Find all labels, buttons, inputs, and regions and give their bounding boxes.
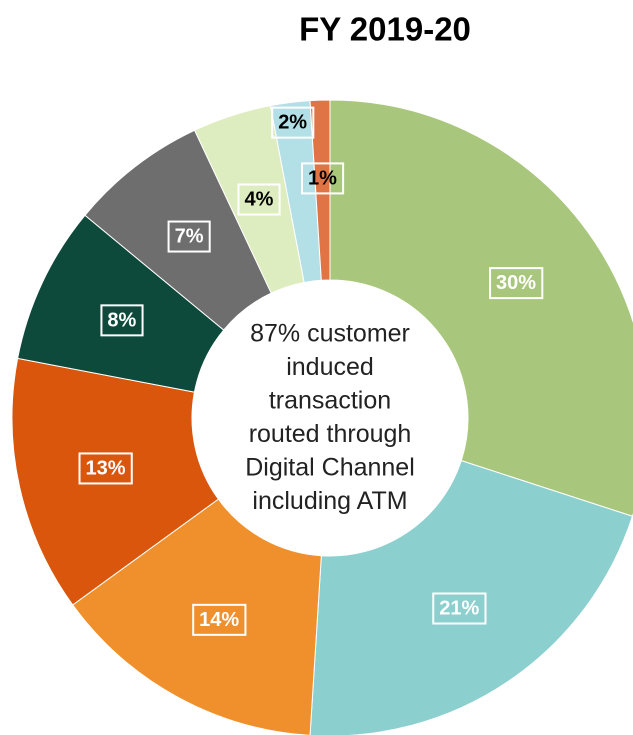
donut-slice xyxy=(309,460,633,735)
chart-title: FY 2019-20 xyxy=(299,11,471,48)
data-label: 1% xyxy=(308,167,337,189)
center-text: 87% customer xyxy=(250,320,410,348)
donut-slice xyxy=(309,99,331,281)
data-label-box xyxy=(167,220,211,253)
data-label: 13% xyxy=(86,457,126,479)
data-label-group: 14% xyxy=(192,603,247,636)
data-label-box xyxy=(192,603,247,636)
donut-slice xyxy=(72,498,322,735)
data-label-group: 13% xyxy=(78,452,133,485)
data-label: 21% xyxy=(439,598,479,620)
data-label: 7% xyxy=(175,226,204,248)
data-label-group: 30% xyxy=(489,267,544,300)
data-label: 14% xyxy=(199,609,239,631)
data-label-box xyxy=(237,183,281,216)
donut-slice xyxy=(329,99,633,517)
data-label-group: 2% xyxy=(271,106,315,139)
data-label-box xyxy=(78,452,133,485)
center-text: routed through xyxy=(249,420,412,448)
data-label-group: 8% xyxy=(100,304,144,337)
center-text: induced xyxy=(286,353,374,381)
center-text: including ATM xyxy=(252,487,407,515)
center-text: Digital Channel xyxy=(245,454,415,482)
data-label-box xyxy=(489,267,544,300)
data-label-group: 7% xyxy=(167,220,211,253)
data-label-group: 1% xyxy=(301,162,345,195)
data-label-box xyxy=(271,106,315,139)
center-text: transaction xyxy=(269,387,391,415)
data-label-group: 4% xyxy=(237,183,281,216)
data-label-box xyxy=(100,304,144,337)
data-label: 4% xyxy=(244,189,273,211)
data-label: 2% xyxy=(278,112,307,134)
data-label: 30% xyxy=(496,272,536,294)
data-label-box xyxy=(301,162,345,195)
data-label-group: 21% xyxy=(432,592,487,625)
data-label: 8% xyxy=(107,309,136,331)
data-label-box xyxy=(432,592,487,625)
donut-slice xyxy=(11,357,220,606)
